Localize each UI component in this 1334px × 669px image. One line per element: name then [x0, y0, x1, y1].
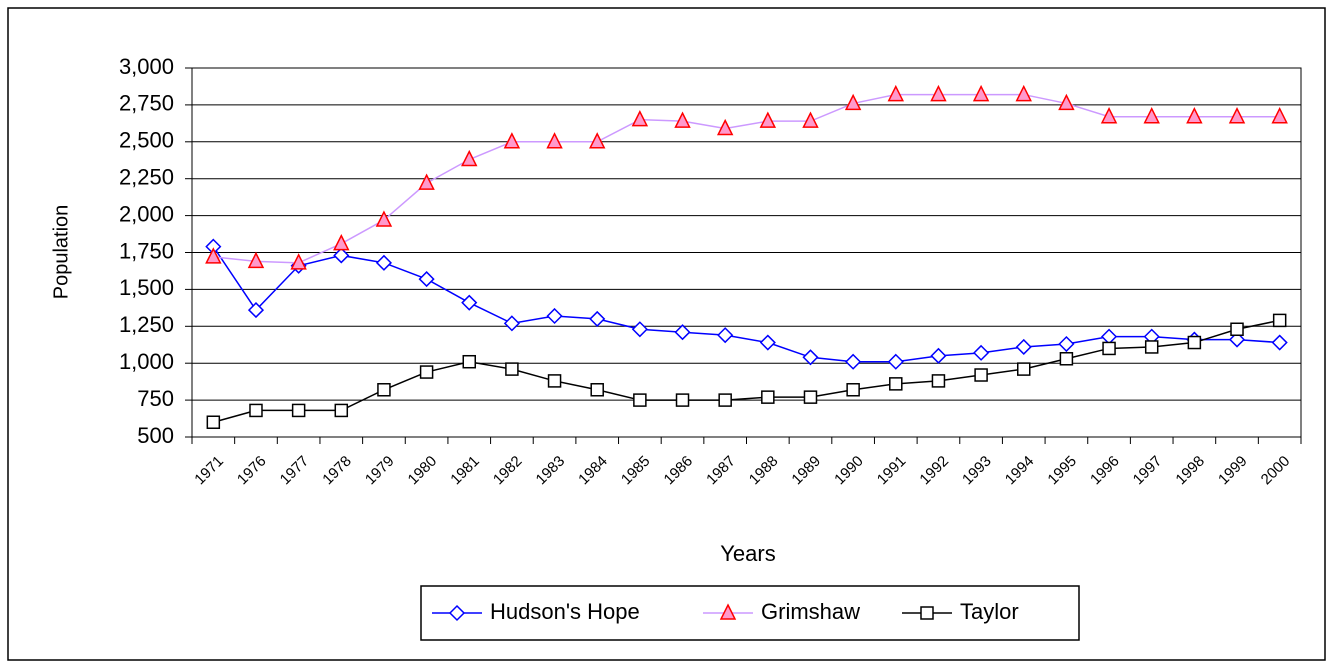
- point: [930, 347, 947, 364]
- x-axis-title: Years: [720, 541, 775, 566]
- point: [1230, 322, 1244, 337]
- legend-label: Hudson's Hope: [490, 599, 640, 624]
- point: [418, 173, 435, 190]
- point: [631, 321, 648, 338]
- point: [503, 132, 521, 149]
- point: [674, 111, 691, 128]
- point: [1228, 107, 1246, 124]
- point: [1271, 334, 1288, 351]
- point: [1017, 362, 1031, 376]
- y-tick-label: 1,500: [119, 275, 174, 300]
- legend-marker: [719, 603, 737, 620]
- point: [247, 302, 265, 319]
- point: [589, 310, 606, 327]
- point: [1144, 340, 1159, 354]
- point: [716, 118, 734, 136]
- y-tick-label: 750: [137, 386, 174, 411]
- point: [1058, 335, 1075, 353]
- point: [802, 349, 819, 366]
- point: [889, 377, 903, 391]
- point: [718, 393, 732, 407]
- point: [547, 374, 562, 388]
- point: [588, 132, 606, 149]
- point: [845, 353, 862, 370]
- legend-marker: [920, 606, 934, 620]
- y-tick-label: 3,000: [119, 54, 174, 79]
- point: [803, 390, 818, 404]
- point: [887, 353, 904, 370]
- series-line: [213, 319, 1280, 423]
- point: [333, 247, 350, 264]
- y-tick-label: 1,750: [119, 238, 174, 263]
- point: [802, 111, 819, 128]
- point: [419, 365, 434, 379]
- point: [633, 393, 647, 407]
- point: [206, 415, 221, 429]
- point: [717, 327, 734, 344]
- legend-label: Taylor: [960, 599, 1019, 624]
- y-axis-title: Population: [50, 205, 72, 300]
- point: [546, 132, 563, 149]
- point: [1015, 84, 1032, 102]
- point: [334, 403, 349, 418]
- point: [931, 374, 946, 388]
- point: [462, 354, 476, 369]
- point: [375, 210, 393, 227]
- point: [1100, 107, 1118, 124]
- point: [333, 233, 350, 251]
- point: [759, 334, 776, 351]
- series-line: [213, 93, 1280, 264]
- point: [1102, 341, 1116, 356]
- point: [1186, 107, 1203, 124]
- point: [674, 324, 691, 341]
- point: [1143, 107, 1160, 124]
- point: [375, 254, 393, 271]
- point: [291, 403, 306, 418]
- series-line: [212, 246, 1280, 363]
- point: [761, 390, 775, 404]
- point: [1271, 107, 1288, 124]
- y-tick-label: 1,000: [119, 349, 174, 374]
- y-tick-label: 2,500: [119, 128, 174, 153]
- legend-marker: [448, 604, 466, 622]
- point: [973, 344, 990, 361]
- point: [887, 84, 905, 102]
- point: [205, 247, 222, 264]
- point: [1228, 331, 1246, 348]
- point: [418, 271, 435, 288]
- legend-label: Grimshaw: [761, 599, 860, 624]
- point: [1187, 335, 1202, 350]
- point: [930, 84, 947, 102]
- point: [249, 403, 263, 418]
- chart-border: [7, 7, 1326, 661]
- point: [503, 315, 520, 332]
- point: [377, 383, 391, 397]
- point: [247, 251, 265, 269]
- point: [631, 109, 649, 127]
- point: [546, 307, 563, 325]
- y-tick-label: 1,250: [119, 312, 174, 337]
- point: [505, 362, 519, 376]
- y-tick-label: 500: [137, 423, 174, 448]
- point: [290, 253, 307, 270]
- point: [1015, 338, 1032, 356]
- point: [675, 393, 690, 407]
- point: [759, 111, 777, 128]
- y-tick-label: 2,000: [119, 201, 174, 226]
- point: [590, 383, 604, 397]
- point: [1058, 93, 1075, 111]
- point: [1272, 313, 1287, 328]
- point: [461, 294, 478, 311]
- point: [844, 93, 862, 111]
- point: [461, 149, 478, 167]
- y-tick-label: 2,750: [119, 91, 174, 116]
- point: [1059, 352, 1074, 366]
- point: [972, 84, 990, 102]
- point: [974, 368, 988, 382]
- point: [846, 383, 860, 397]
- y-tick-label: 2,250: [119, 165, 174, 190]
